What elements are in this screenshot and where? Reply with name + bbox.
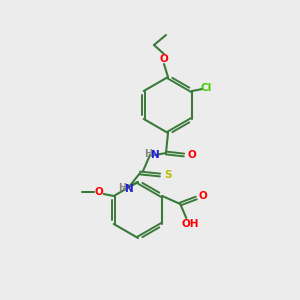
Text: Cl: Cl — [201, 83, 212, 93]
Text: N: N — [151, 150, 159, 160]
Text: H: H — [118, 183, 126, 193]
Text: OH: OH — [182, 219, 199, 229]
Text: O: O — [160, 54, 168, 64]
Text: N: N — [124, 184, 134, 194]
Text: H: H — [144, 149, 152, 159]
Text: O: O — [188, 150, 196, 160]
Text: O: O — [199, 191, 208, 201]
Text: S: S — [164, 170, 172, 180]
Text: O: O — [94, 187, 103, 197]
